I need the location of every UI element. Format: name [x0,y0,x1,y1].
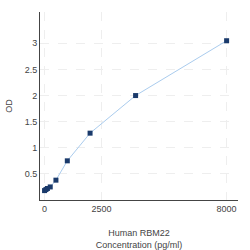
svg-text:1: 1 [32,143,37,153]
svg-text:0: 0 [42,204,47,214]
svg-text:2500: 2500 [91,204,111,214]
svg-text:Human RBM22Concentration (pg/m: Human RBM22Concentration (pg/ml) [96,228,183,250]
svg-text:3: 3 [32,38,37,48]
svg-text:8000: 8000 [217,204,237,214]
svg-text:OD: OD [4,99,14,113]
svg-text:2.5: 2.5 [25,65,38,75]
svg-text:1.5: 1.5 [25,117,38,127]
svg-text:0.5: 0.5 [25,169,38,179]
svg-text:2: 2 [32,91,37,101]
